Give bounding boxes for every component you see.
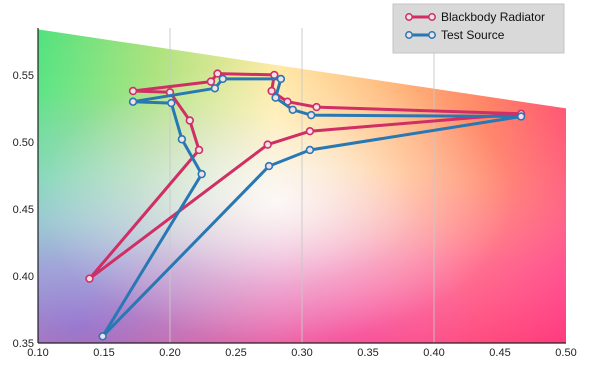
data-point (128, 97, 138, 106)
data-point (185, 116, 195, 125)
data-point (177, 135, 187, 144)
data-point (98, 332, 107, 341)
y-tick-label: 0.40 (13, 271, 34, 283)
legend-item: Test Source (405, 28, 505, 42)
data-point (218, 74, 228, 84)
y-tick-labels: 0.35 0.40 0.45 0.50 0.55 (13, 70, 34, 350)
x-tick-label: 0.25 (225, 347, 246, 359)
legend-label: Test Source (441, 28, 505, 42)
legend-marker (428, 13, 436, 21)
data-point (305, 145, 315, 155)
data-point (264, 161, 274, 171)
data-point (213, 69, 222, 78)
x-tick-label: 0.35 (357, 347, 378, 359)
data-point (263, 140, 272, 149)
y-tick-label: 0.45 (13, 204, 34, 216)
x-tick-label: 0.40 (423, 347, 444, 359)
axes (37, 28, 566, 344)
data-point (167, 98, 176, 108)
data-point (210, 84, 220, 93)
series-2 (98, 74, 526, 341)
legend-box (392, 3, 565, 54)
x-tick-label: 0.10 (27, 347, 48, 359)
y-tick-label: 0.55 (13, 70, 34, 82)
data-point (288, 105, 297, 114)
legend-item: Blackbody Radiator (405, 10, 545, 24)
x-tick-label: 0.20 (159, 347, 180, 359)
data-point (197, 169, 206, 179)
x-tick-label: 0.45 (489, 347, 510, 359)
data-point (305, 127, 315, 136)
legend-label: Blackbody Radiator (441, 10, 545, 24)
series-1 (85, 69, 526, 283)
data-point (270, 70, 279, 80)
data-point (128, 86, 138, 96)
data-point (206, 77, 216, 86)
legend-marker (405, 31, 413, 39)
series-lines (85, 69, 526, 341)
data-point (267, 86, 276, 96)
data-point (276, 74, 286, 84)
y-tick-label: 0.50 (13, 137, 34, 149)
data-point (312, 102, 321, 112)
data-point (85, 274, 94, 283)
legend-marker (405, 13, 413, 21)
data-point (194, 145, 204, 155)
data-point (307, 110, 316, 120)
data-point (516, 112, 526, 121)
legend: Blackbody Radiator Test Source (392, 3, 565, 54)
x-tick-label: 0.15 (93, 347, 114, 359)
legend-marker (428, 31, 436, 39)
data-point (271, 93, 280, 102)
x-tick-label: 0.50 (555, 347, 576, 359)
x-tick-label: 0.30 (291, 347, 312, 359)
x-tick-labels: 0.10 0.15 0.20 0.25 0.30 0.35 0.40 0.45 0.50 (27, 347, 576, 359)
y-tick-label: 0.35 (13, 338, 34, 350)
